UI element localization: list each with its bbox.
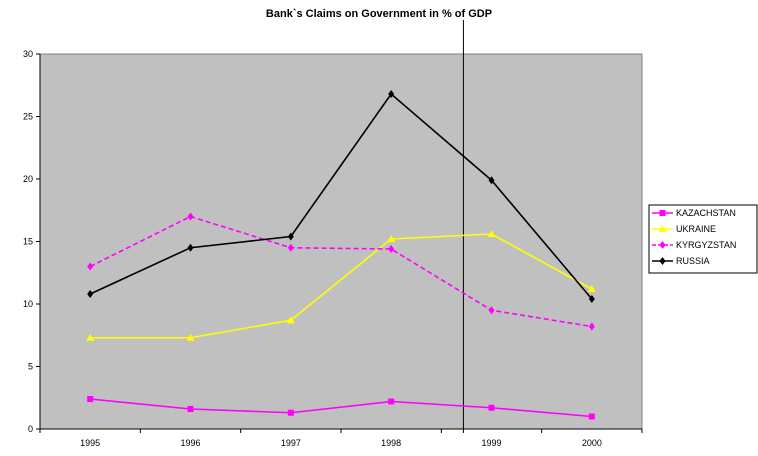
data-point [87,290,94,298]
y-tick-label: 0 [28,424,33,434]
data-point [187,212,194,221]
data-point [87,396,94,402]
data-point [587,285,596,292]
series-line-kyrgyzstan [89,215,592,328]
data-point [186,333,195,341]
legend-item: KAZACHSTAN [652,208,736,218]
series-line-kazachstan [90,398,592,418]
y-tick-label: 5 [28,362,33,372]
data-point [287,232,294,241]
data-point [488,306,495,315]
data-point [588,295,595,303]
x-tick-label: 1997 [281,438,301,448]
chart-title: Bank`s Claims on Government in % of GDP [266,8,492,20]
data-point [388,90,395,98]
legend-label: RUSSIA [676,256,710,266]
y-tick-label: 10 [23,299,33,309]
series-ukraine [86,230,596,341]
legend-label: KAZACHSTAN [676,208,736,218]
series-russia [87,90,595,303]
legend-item: RUSSIA [652,256,710,266]
series-group [86,90,596,420]
data-point [387,235,396,242]
data-point [287,243,294,252]
x-tick-label: 1995 [80,438,100,448]
x-tick-label: 2000 [582,438,602,448]
series-kyrgyzstan [87,212,595,331]
y-tick-label: 25 [23,112,33,122]
legend-item: UKRAINE [652,224,716,234]
plot-area [39,53,643,430]
legend-label: UKRAINE [676,224,716,234]
legend-marker [659,257,666,265]
data-point [287,409,294,416]
legend-label: KYRGYZSTAN [676,240,736,250]
x-tick-label: 1999 [481,438,501,448]
data-point [286,316,295,324]
x-tick-label: 1998 [381,438,401,448]
legend-item: KYRGYZSTAN [652,240,736,250]
data-point [487,230,496,237]
data-point [388,245,395,253]
legend: KAZACHSTAN UKRAINE KYRGYZSTAN RUSSIA [648,204,758,274]
legend-marker [658,225,667,232]
data-point [488,404,495,411]
data-point [488,176,495,185]
data-point [86,333,95,341]
y-axis: 0 5 10 15 20 25 30 [23,49,41,434]
series-kazachstan [87,396,595,420]
data-point [388,398,395,405]
data-point [87,262,94,271]
data-point [588,322,595,331]
y-tick-label: 20 [23,174,33,184]
series-line-russia [89,92,593,300]
legend-marker [659,210,666,216]
y-tick-label: 30 [23,49,33,59]
x-axis: 1995 1996 1997 1998 1999 2000 [39,428,643,448]
data-point [187,406,194,412]
legend-marker [659,241,666,249]
data-point [588,413,595,420]
series-line-ukraine [90,233,593,339]
y-tick-label: 15 [23,237,33,247]
data-point [187,243,194,252]
x-tick-label: 1996 [180,438,200,448]
